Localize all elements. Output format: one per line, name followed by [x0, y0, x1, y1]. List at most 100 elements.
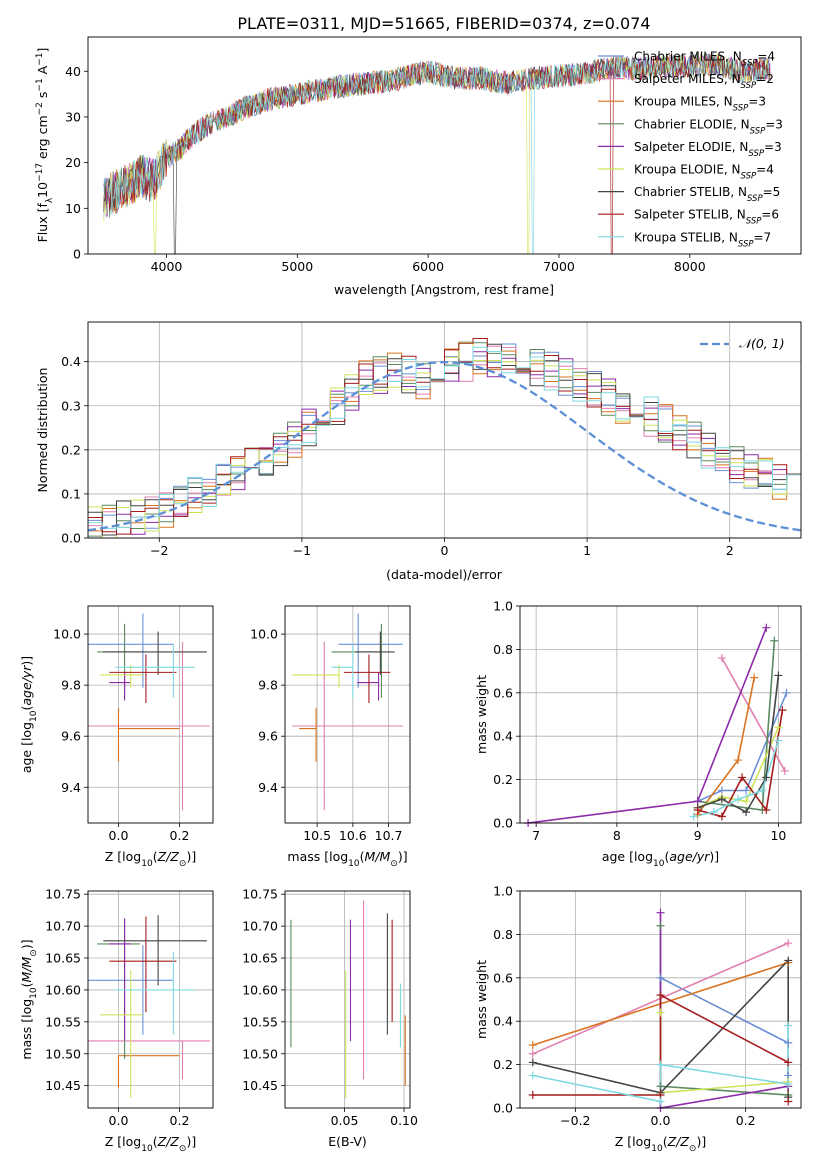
weight-marker	[717, 795, 726, 804]
mass-weight-vs-age-panel: 7 8 9 10 0.0 0.2 0.4 0.6 0.8 1.0 age [log10(age/yr…	[474, 599, 802, 869]
y-tick-label: 0.2	[61, 442, 81, 457]
weight-marker	[758, 786, 767, 795]
age-vs-mass-panel: 10.5 10.6 10.7 9.4 9.6 9.8 10.0 mass [log10(M/M…	[250, 605, 411, 869]
weight-marker	[762, 623, 771, 632]
weight-marker	[656, 991, 665, 1000]
y-tick-label: 10	[65, 201, 81, 216]
weight-marker	[528, 1090, 537, 1099]
y-tick-label: 0.4	[493, 729, 513, 744]
y-tick-label: 0.6	[493, 685, 513, 700]
plot-area	[88, 915, 210, 1098]
y-tick-label: 10.65	[45, 951, 81, 966]
weight-marker	[784, 1021, 793, 1030]
weight-marker	[774, 736, 783, 745]
weight-marker	[742, 786, 751, 795]
y-tick-label: 10.70	[242, 919, 278, 934]
x-tick-label: 0.10	[390, 1113, 418, 1128]
x-tick-label: 10.6	[339, 828, 367, 843]
x-axis-label: mass [log10(M/M⊙)]	[287, 849, 407, 869]
y-tick-label: 10.0	[53, 627, 81, 642]
weight-marker	[774, 723, 783, 732]
x-axis-label: E(B-V)	[328, 1134, 367, 1149]
mass-weight-vs-metallicity-panel: −0.2 0.0 0.2 0.0 0.2 0.4 0.6 0.8 1.0 Z [log10(Z/Z…	[474, 884, 802, 1154]
x-tick-label: −1	[293, 543, 311, 558]
x-tick-label: 7000	[543, 259, 575, 274]
y-tick-label: 10.0	[250, 627, 278, 642]
y-tick-label: 30	[65, 109, 81, 124]
figure-title: PLATE=0311, MJD=51665, FIBERID=0374, z=0…	[237, 14, 650, 33]
weight-line-chabrier-miles	[697, 692, 788, 803]
y-tick-label: 10.45	[242, 1078, 278, 1093]
x-tick-label: 4000	[151, 259, 183, 274]
x-axis-label: (data-model)/error	[386, 567, 503, 582]
x-tick-label: 0.2	[170, 828, 190, 843]
legend-entry: Kroupa MILES, NSSP=3	[634, 95, 766, 114]
weight-marker	[528, 1058, 537, 1067]
weight-line-salpeter-elodie	[527, 627, 768, 823]
x-tick-label: −2	[150, 543, 168, 558]
x-tick-label: 0.2	[170, 1113, 190, 1128]
weight-marker	[717, 654, 726, 663]
weight-marker	[784, 1080, 793, 1089]
x-tick-label: 0.05	[331, 1113, 359, 1128]
legend-entry: Kroupa STELIB, NSSP=7	[634, 230, 771, 249]
x-axis-label: age [log10(age/yr)]	[602, 849, 719, 869]
y-tick-label: 10.60	[242, 982, 278, 997]
y-tick-label: 1.0	[493, 884, 513, 899]
y-tick-label: 0.0	[493, 1101, 513, 1116]
axes-frame	[87, 321, 802, 539]
weight-marker	[784, 1097, 793, 1106]
weight-marker	[689, 812, 698, 821]
y-tick-label: 0.2	[493, 1057, 513, 1072]
y-axis-label: mass weight	[474, 960, 489, 1039]
y-tick-label: 0.4	[61, 354, 81, 369]
x-tick-label: 2	[726, 543, 734, 558]
y-tick-label: 0.8	[493, 642, 513, 657]
weight-marker	[784, 956, 793, 965]
weight-marker	[780, 766, 789, 775]
x-tick-label: 0.2	[736, 1113, 756, 1128]
axes-frame	[519, 890, 802, 1109]
x-tick-label: 0.0	[109, 1113, 129, 1128]
y-tick-label: 10.50	[45, 1046, 81, 1061]
y-tick-label: 1.0	[493, 599, 513, 614]
y-axis-label: age [log10(age/yr)]	[19, 656, 39, 773]
mass-vs-ebv-panel: 0.05 0.10 10.45 10.50 10.55 10.60 10.65 10.70 10…	[242, 887, 418, 1149]
x-axis-label: Z [log10(Z/Z⊙)]	[105, 849, 196, 869]
y-tick-label: 20	[65, 155, 81, 170]
legend-entry: Salpeter STELIB, NSSP=6	[634, 208, 779, 227]
plot-area	[527, 627, 788, 823]
y-tick-label: 9.6	[61, 729, 81, 744]
weight-marker	[778, 706, 787, 715]
plot-area	[88, 338, 801, 538]
weight-marker	[656, 921, 665, 930]
residual-histogram-panel: −2 −1 0 1 2 0.0 0.1 0.2 0.3 0.4 𝒩(0, 1) (data-model…	[35, 321, 802, 582]
y-axis-label: Normed distribution	[35, 368, 50, 493]
weight-marker	[784, 1058, 793, 1067]
y-axis-label: Flux [fλ10−17 erg cm−2 s−1 A−1]	[35, 48, 55, 243]
x-tick-label: 10	[770, 828, 786, 843]
legend-gaussian-label: 𝒩(0, 1)	[739, 336, 785, 351]
y-tick-label: 0.0	[493, 816, 513, 831]
weight-line-chabrier-miles	[659, 976, 789, 1087]
y-tick-label: 0.0	[61, 531, 81, 546]
y-tick-label: 10.75	[242, 887, 278, 902]
weight-marker	[742, 808, 751, 817]
y-tick-label: 40	[65, 64, 81, 79]
spectrum-line-kroupa-stelib	[103, 52, 771, 254]
y-tick-label: 0.8	[493, 927, 513, 942]
y-tick-label: 0.2	[493, 772, 513, 787]
weight-marker	[528, 1071, 537, 1080]
weight-marker	[656, 1008, 665, 1017]
plot-area	[103, 52, 771, 254]
y-tick-label: 10.50	[242, 1046, 278, 1061]
x-axis-label: Z [log10(Z/Z⊙)]	[615, 1134, 706, 1154]
age-vs-metallicity-panel: 0.0 0.2 9.4 9.6 9.8 10.0 Z [log10(Z/Z⊙)] age [l…	[19, 605, 214, 869]
weight-marker	[774, 671, 783, 680]
x-tick-label: 1	[583, 543, 591, 558]
y-axis-label: mass [log10(M/M⊙)]	[19, 939, 39, 1059]
weight-line-kroupa-elodie	[697, 727, 780, 809]
y-tick-label: 10.60	[45, 982, 81, 997]
x-axis-label: wavelength [Angstrom, rest frame]	[334, 282, 554, 297]
